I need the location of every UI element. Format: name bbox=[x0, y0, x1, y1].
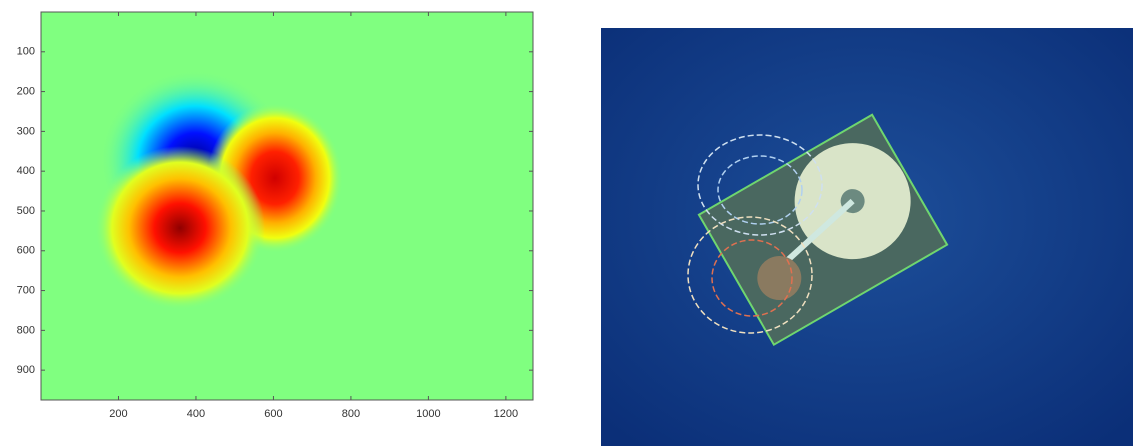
heatmap-field bbox=[95, 70, 343, 310]
contour bbox=[697, 134, 823, 236]
y-tick-label: 900 bbox=[17, 364, 35, 376]
y-tick-label: 200 bbox=[17, 85, 35, 97]
contours bbox=[687, 134, 823, 334]
x-tick-label: 800 bbox=[342, 408, 360, 420]
y-tick-label: 500 bbox=[17, 205, 35, 217]
y-tick-label: 300 bbox=[17, 125, 35, 137]
x-tick-label: 1000 bbox=[416, 408, 440, 420]
y-tick-label: 700 bbox=[17, 284, 35, 296]
actuator-arm bbox=[780, 198, 855, 267]
x-tick-label: 600 bbox=[264, 408, 282, 420]
contour bbox=[711, 239, 793, 317]
y-tick-label: 600 bbox=[17, 245, 35, 257]
x-tick-label: 200 bbox=[109, 408, 127, 420]
photo bbox=[601, 28, 1133, 446]
y-tick-label: 800 bbox=[17, 324, 35, 336]
y-tick-label: 400 bbox=[17, 165, 35, 177]
x-tick-label: 1200 bbox=[494, 408, 518, 420]
plot-frame bbox=[40, 11, 534, 401]
high-region bbox=[95, 146, 265, 310]
contour bbox=[717, 155, 803, 225]
contour bbox=[687, 216, 813, 334]
x-tick-label: 400 bbox=[187, 408, 205, 420]
hard-drive bbox=[697, 113, 949, 347]
heatmap bbox=[40, 11, 534, 401]
y-tick-label: 100 bbox=[17, 46, 35, 58]
